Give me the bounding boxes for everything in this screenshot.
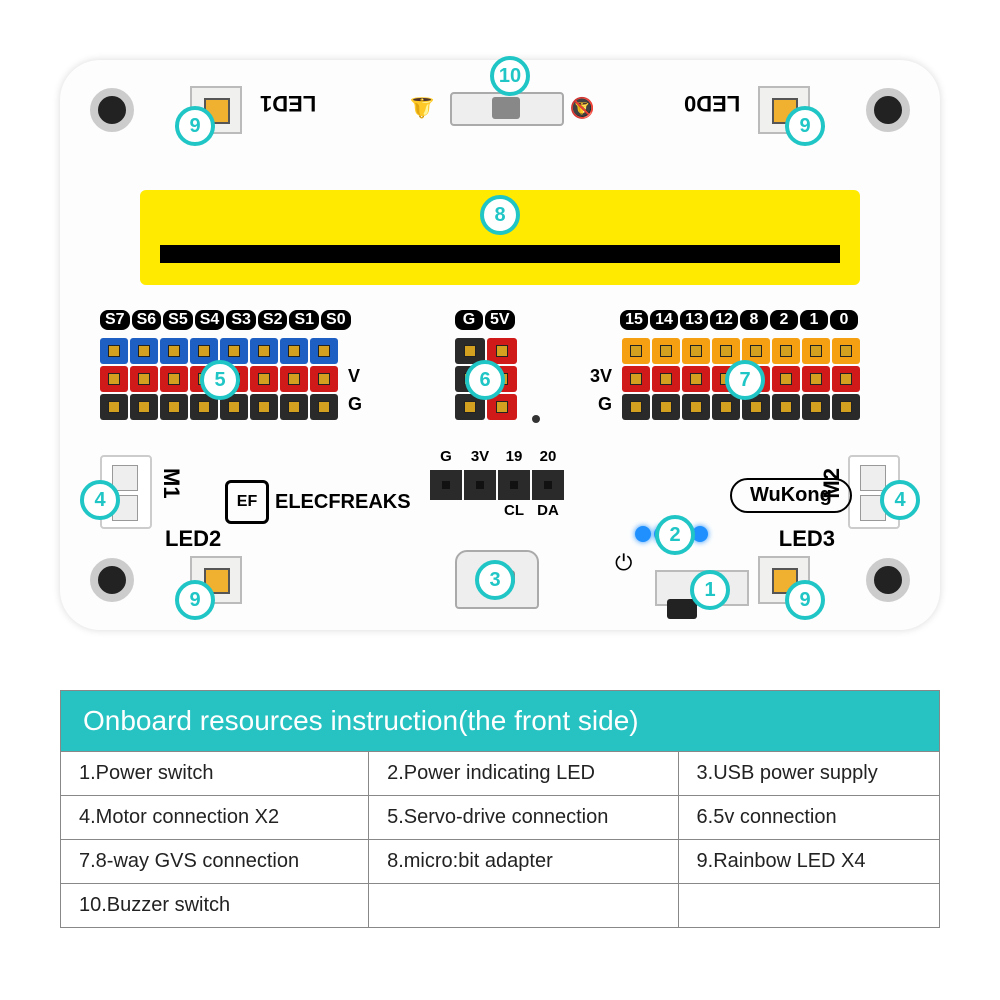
pin [160, 338, 188, 364]
servo-labels: S7 S6 S5 S4 S3 S2 S1 S0 [100, 310, 351, 330]
buzzer-on-icon: 🔔 [410, 95, 435, 120]
pcb-board: LED1 LED0 🔔 🔕 S7 S6 S5 S4 S3 S2 S1 S0 V … [60, 60, 940, 630]
callout-4: 4 [880, 480, 920, 520]
pin [832, 338, 860, 364]
pin [280, 394, 308, 420]
callout-7: 7 [725, 360, 765, 400]
pin [832, 394, 860, 420]
v-label: V [348, 366, 360, 387]
pin [652, 338, 680, 364]
led0-label: LED0 [684, 90, 740, 116]
pin [622, 338, 650, 364]
pin [130, 338, 158, 364]
table-cell: 3.USB power supply [678, 752, 939, 796]
pin [310, 394, 338, 420]
pin [250, 338, 278, 364]
pin [652, 394, 680, 420]
table-cell: 4.Motor connection X2 [61, 796, 369, 840]
pin [130, 394, 158, 420]
m1-label: M1 [158, 468, 184, 499]
table-cell: 6.5v connection [678, 796, 939, 840]
i2c-pins [430, 470, 564, 500]
mount-hole [90, 88, 134, 132]
pin [310, 366, 338, 392]
callout-9: 9 [175, 580, 215, 620]
pin [310, 338, 338, 364]
buzzer-off-icon: 🔕 [570, 95, 595, 120]
callout-9: 9 [785, 106, 825, 146]
table-cell: 7.8-way GVS connection [61, 840, 369, 884]
callout-1: 1 [690, 570, 730, 610]
led3-label: LED3 [779, 526, 835, 552]
callout-6: 6 [465, 360, 505, 400]
table-cell: 1.Power switch [61, 752, 369, 796]
pin [280, 338, 308, 364]
callout-9: 9 [175, 106, 215, 146]
brand-logo: EF ELECFREAKS [225, 480, 411, 524]
pin [682, 366, 710, 392]
g-label: G [348, 394, 362, 415]
i2c-labels-top: G 3V 19 20 [430, 448, 564, 465]
pin [802, 338, 830, 364]
3v-label: 3V [590, 366, 612, 387]
g-label-r: G [598, 394, 612, 415]
mount-hole [866, 88, 910, 132]
pin [622, 394, 650, 420]
callout-3: 3 [475, 560, 515, 600]
table-title: Onboard resources instruction(the front … [61, 691, 940, 752]
power-icon: ⏻ [615, 550, 632, 576]
center-labels: G 5V [455, 310, 515, 330]
i2c-labels-bottom: CL DA [498, 502, 564, 519]
pin [682, 394, 710, 420]
pin [130, 366, 158, 392]
pin [100, 366, 128, 392]
instruction-table: Onboard resources instruction(the front … [60, 690, 940, 928]
pin [280, 366, 308, 392]
pin [682, 338, 710, 364]
mount-hole [866, 558, 910, 602]
table-cell: 10.Buzzer switch [61, 884, 369, 928]
mount-hole [90, 558, 134, 602]
callout-10: 10 [490, 56, 530, 96]
callout-9: 9 [785, 580, 825, 620]
dot [532, 415, 540, 423]
table-cell: 5.Servo-drive connection [369, 796, 678, 840]
gvs-labels: 15 14 13 12 8 2 1 0 [620, 310, 858, 330]
pin [712, 338, 740, 364]
pin [802, 394, 830, 420]
pin [100, 338, 128, 364]
buzzer-switch [450, 92, 564, 126]
pin [772, 338, 800, 364]
pin [772, 366, 800, 392]
pin [802, 366, 830, 392]
callout-4: 4 [80, 480, 120, 520]
pin [100, 394, 128, 420]
pin [160, 394, 188, 420]
pin [832, 366, 860, 392]
table-cell: 8.micro:bit adapter [369, 840, 678, 884]
table-cell: 9.Rainbow LED X4 [678, 840, 939, 884]
pin [622, 366, 650, 392]
callout-8: 8 [480, 195, 520, 235]
pin [160, 366, 188, 392]
pin [772, 394, 800, 420]
callout-2: 2 [655, 515, 695, 555]
callout-5: 5 [200, 360, 240, 400]
pin [652, 366, 680, 392]
led2-label: LED2 [165, 526, 221, 552]
table-cell: 2.Power indicating LED [369, 752, 678, 796]
pin [250, 366, 278, 392]
led1-label: LED1 [260, 90, 316, 116]
product-name: WuKong [730, 478, 852, 513]
pin [250, 394, 278, 420]
